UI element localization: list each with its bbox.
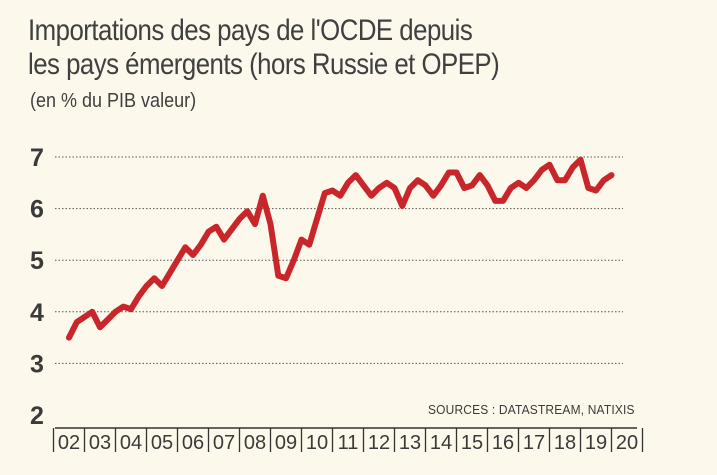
x-tick-label-18: 18 xyxy=(554,432,576,454)
y-tick-label-2: 2 xyxy=(30,402,44,430)
x-tick-label-07: 07 xyxy=(213,432,235,454)
x-tick-label-02: 02 xyxy=(58,432,80,454)
x-tick-label-13: 13 xyxy=(399,432,421,454)
plot-area xyxy=(69,160,612,338)
x-axis: 02 03 04 05 06 07 08 09 10 11 12 13 14 15 16 17 18 19 20 xyxy=(54,428,643,454)
y-axis-tick-labels: 2 3 4 5 6 7 xyxy=(30,144,44,430)
x-tick-label-10: 10 xyxy=(306,432,328,454)
x-tick-label-09: 09 xyxy=(275,432,297,454)
source-note: SOURCES : DATASTREAM, NATIXIS xyxy=(428,402,635,417)
x-tick-label-08: 08 xyxy=(244,432,266,454)
x-tick-label-11: 11 xyxy=(338,432,359,454)
x-tick-label-14: 14 xyxy=(430,432,452,454)
y-tick-label-7: 7 xyxy=(30,144,44,172)
x-tick-label-12: 12 xyxy=(368,432,390,454)
y-tick-label-4: 4 xyxy=(30,299,44,327)
y-tick-label-6: 6 xyxy=(30,196,44,224)
y-tick-label-3: 3 xyxy=(30,350,44,378)
x-tick-label-04: 04 xyxy=(120,432,142,454)
x-tick-label-15: 15 xyxy=(461,432,483,454)
x-tick-label-19: 19 xyxy=(585,432,607,454)
x-tick-label-16: 16 xyxy=(492,432,514,454)
x-tick-label-20: 20 xyxy=(616,432,638,454)
y-tick-label-5: 5 xyxy=(30,247,44,275)
series-line-0 xyxy=(69,160,612,338)
grid-lines xyxy=(55,157,623,363)
x-tick-label-17: 17 xyxy=(523,432,545,454)
x-tick-label-05: 05 xyxy=(151,432,173,454)
x-tick-label-06: 06 xyxy=(182,432,204,454)
x-tick-label-03: 03 xyxy=(89,432,111,454)
